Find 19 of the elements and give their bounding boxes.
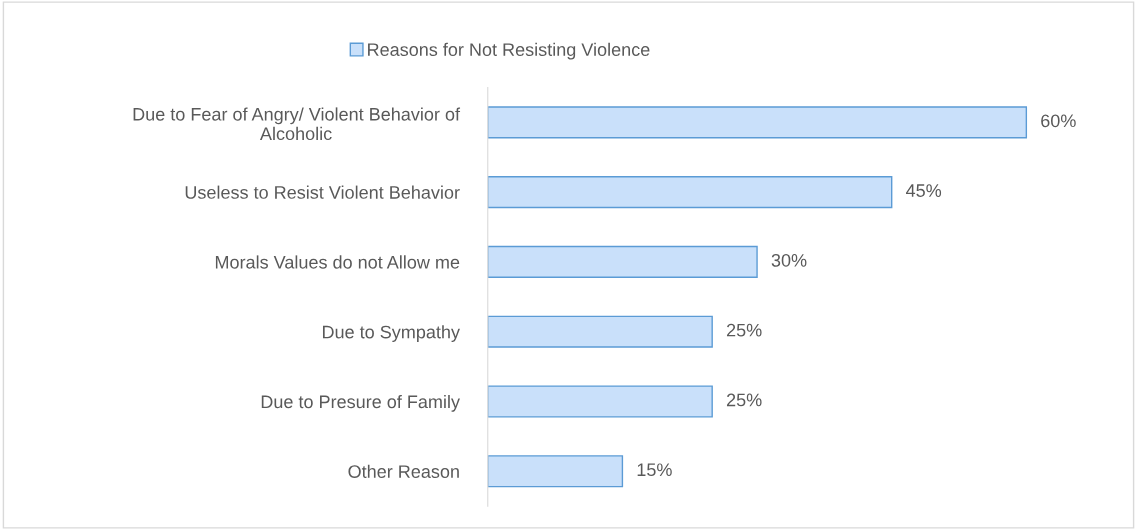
y-tick-label: Morals Values do not Allow me <box>215 255 460 269</box>
legend-label: Reasons for Not Resisting Violence <box>368 42 650 60</box>
y-tick-label: Due to Sympathy <box>322 325 460 342</box>
data-label: 25% <box>726 393 762 407</box>
y-tick-label: Due to Presure of Family <box>261 394 460 412</box>
data-label: 30% <box>771 253 807 267</box>
data-label: 15% <box>637 463 672 477</box>
y-tick-label: Other Reason <box>348 464 459 478</box>
y-tick-label: Useless to Resist Violent Behavior <box>185 185 460 199</box>
bar <box>487 385 713 418</box>
data-label: 60% <box>1041 114 1076 128</box>
data-label: 45% <box>906 184 942 197</box>
bar <box>487 315 713 348</box>
bar <box>487 455 624 488</box>
bar <box>487 245 758 278</box>
bar <box>487 106 1028 139</box>
bar <box>487 176 893 209</box>
y-tick-label: Due to Fear of Angry/ Violent Behavior of Alcoholic <box>133 107 461 141</box>
data-label: 25% <box>726 323 762 337</box>
